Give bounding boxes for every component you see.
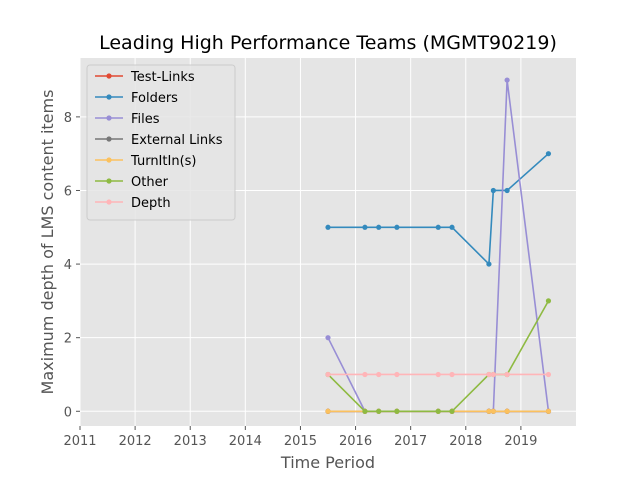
data-point <box>325 408 331 414</box>
data-point <box>449 371 455 378</box>
data-point <box>486 371 492 378</box>
y-tick-label: 8 <box>64 111 72 126</box>
data-point <box>486 261 492 267</box>
legend-entry-label: TurnItIn(s) <box>130 154 196 169</box>
axis-ticks: 2011 2012 2013 2014 2015 2016 2017 2018 2019 0 2 4 6… <box>63 111 537 449</box>
x-tick-label: 2012 <box>119 434 152 449</box>
legend-entry-label: Other <box>131 175 169 190</box>
data-point <box>545 151 552 157</box>
data-point <box>490 408 496 414</box>
data-point <box>325 371 331 378</box>
data-point <box>486 408 492 414</box>
data-point <box>435 224 441 230</box>
data-point <box>504 77 510 83</box>
y-axis-label: Maximum depth of LMS content items <box>38 90 57 395</box>
legend-entry-label: Files <box>131 112 160 127</box>
x-tick-label: 2016 <box>339 434 372 449</box>
legend-swatch-marker <box>106 94 112 100</box>
y-tick-label: 2 <box>64 332 72 347</box>
legend-swatch-marker <box>106 73 112 79</box>
series-folders <box>325 151 552 267</box>
data-point <box>545 371 552 378</box>
data-point <box>545 298 552 304</box>
data-point <box>545 408 552 414</box>
x-tick-label: 2015 <box>284 434 317 449</box>
series-depth <box>325 371 552 378</box>
legend-entry-label: External Links <box>131 133 223 148</box>
y-tick-label: 4 <box>64 258 72 273</box>
data-point <box>362 224 368 230</box>
data-point <box>376 224 382 230</box>
legend: Test-Links Folders Files External Links Turn… <box>86 64 236 221</box>
series-line <box>328 153 549 266</box>
data-point <box>449 408 455 414</box>
x-tick-label: 2019 <box>504 434 537 449</box>
data-point <box>394 408 400 414</box>
x-axis-label: Time Period <box>280 453 375 472</box>
legend-box <box>86 64 236 221</box>
legend-entry-label: Depth <box>131 196 171 211</box>
data-point <box>325 224 331 230</box>
x-tick-label: 2018 <box>449 434 482 449</box>
data-point <box>376 371 382 378</box>
data-point <box>325 335 331 341</box>
legend-entry-label: Folders <box>131 91 178 106</box>
data-point <box>504 408 510 414</box>
legend-swatch-marker <box>106 178 112 184</box>
legend-swatch-marker <box>106 136 112 142</box>
y-tick-label: 6 <box>64 184 72 199</box>
chart-title: Leading High Performance Teams (MGMT9021… <box>99 32 557 54</box>
x-tick-label: 2013 <box>174 434 207 449</box>
data-point <box>394 224 400 230</box>
data-point <box>435 408 441 414</box>
data-point <box>504 187 510 194</box>
data-point <box>490 371 496 378</box>
data-point <box>376 408 382 414</box>
legend-swatch-marker <box>106 115 112 121</box>
data-point <box>394 371 400 378</box>
data-point <box>449 224 455 230</box>
series-layer <box>325 77 552 414</box>
legend-entry-label: Test-Links <box>130 70 195 85</box>
data-point <box>490 187 496 194</box>
x-tick-label: 2011 <box>63 434 96 449</box>
y-tick-label: 0 <box>64 405 72 420</box>
data-point <box>435 371 441 378</box>
legend-swatch-marker <box>106 157 112 163</box>
x-tick-label: 2017 <box>394 434 427 449</box>
data-point <box>504 371 510 378</box>
data-point <box>362 371 368 378</box>
legend-swatch-marker <box>106 199 112 205</box>
data-point <box>362 408 368 414</box>
x-tick-label: 2014 <box>229 434 262 449</box>
